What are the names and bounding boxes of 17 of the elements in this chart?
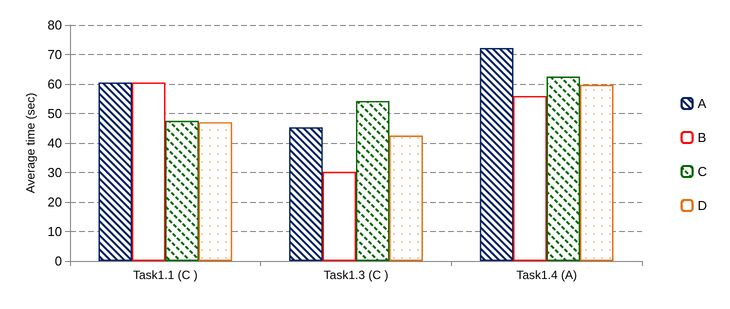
- y-tick-label: 20: [48, 194, 62, 210]
- y-tick-label: 40: [48, 136, 62, 150]
- legend-label: A: [698, 96, 707, 111]
- y-tick-label: 0: [54, 254, 62, 268]
- legend-label: B: [698, 130, 706, 145]
- x-tick-label: Task1.4 (A): [516, 268, 578, 282]
- y-tick-label: 70: [48, 47, 62, 62]
- legend-label: D: [698, 198, 707, 213]
- y-tick-label: 60: [48, 76, 62, 92]
- y-axis-title: Average time (sec): [24, 92, 38, 194]
- x-tick-label: Task1.3 (C ): [324, 268, 388, 282]
- legend-label: C: [698, 164, 707, 179]
- x-tick-label: Task1.1 (C ): [132, 268, 198, 282]
- y-tick-label: 10: [48, 224, 62, 239]
- y-tick-label: 30: [48, 165, 62, 180]
- y-tick-label: 80: [48, 18, 62, 32]
- y-tick-label: 50: [48, 106, 62, 121]
